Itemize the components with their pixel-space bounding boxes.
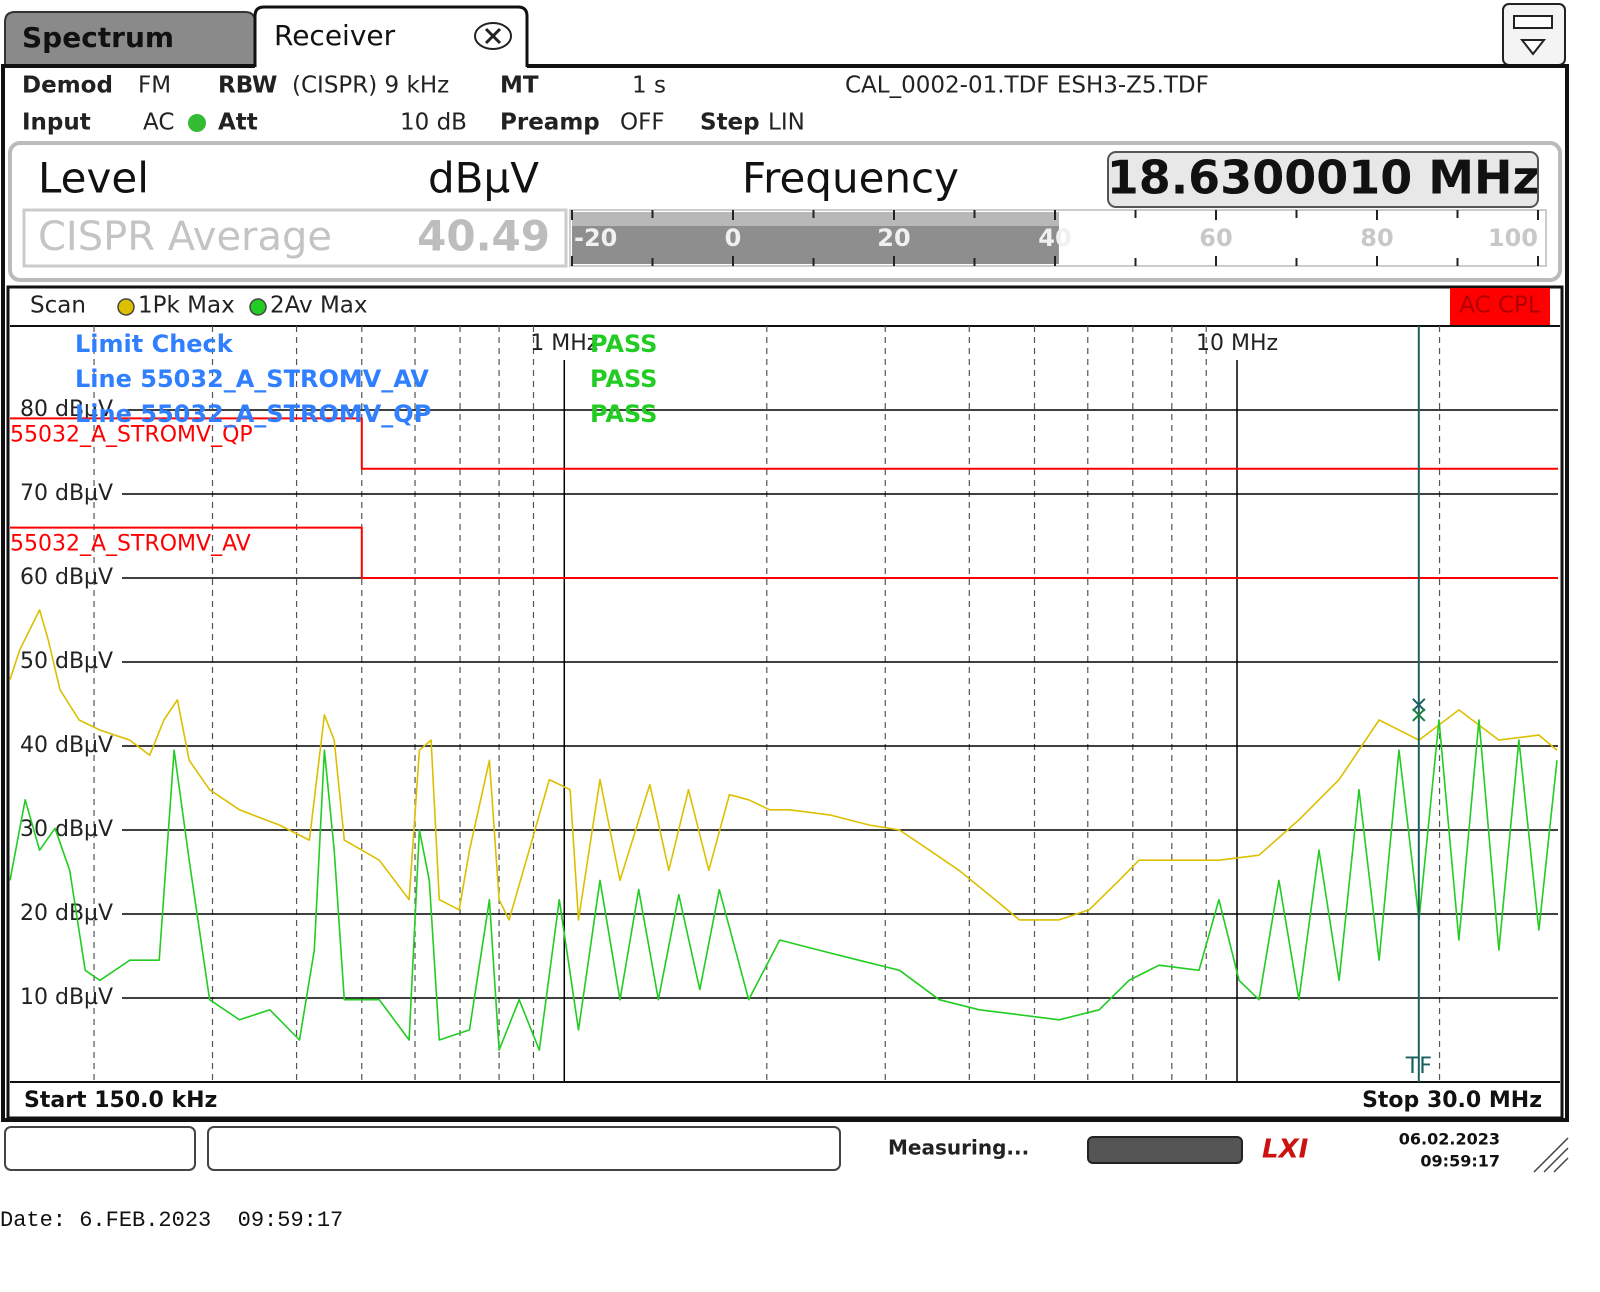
limit-line-label: 55032_A_STROMV_AV bbox=[10, 532, 251, 557]
meter-tick-label: 100 bbox=[1488, 224, 1538, 252]
setting-label: RBW bbox=[218, 73, 277, 99]
setting-value: 10 dB bbox=[400, 110, 467, 136]
limit-check-line: Line 55032_A_STROMV_QP bbox=[75, 400, 431, 428]
status-state: Measuring... bbox=[888, 1136, 1029, 1160]
stop-label: Stop 30.0 MHz bbox=[1362, 1088, 1542, 1113]
series-line bbox=[9, 609, 1558, 921]
legend-dot bbox=[249, 298, 267, 316]
detector-label: CISPR Average bbox=[38, 214, 332, 260]
meter-tick-label: -20 bbox=[574, 224, 617, 252]
meter-tick-label: 20 bbox=[877, 224, 910, 252]
y-tick-label: 50 dBµV bbox=[20, 649, 113, 674]
footer: Date: 6.FEB.2023 09:59:17 bbox=[0, 1208, 343, 1233]
y-tick-label: 70 dBµV bbox=[20, 481, 113, 506]
y-tick-label: 60 dBµV bbox=[20, 565, 113, 590]
resize-grip bbox=[1533, 1137, 1569, 1173]
setting-value: AC bbox=[143, 110, 174, 136]
close-x[interactable] bbox=[484, 27, 502, 45]
limit-check-result: PASS bbox=[590, 400, 657, 428]
setting-value: 1 s bbox=[632, 73, 666, 99]
setting-label: Demod bbox=[22, 73, 113, 99]
y-tick-label: 10 dBµV bbox=[20, 985, 113, 1010]
frequency-label: Frequency bbox=[742, 154, 959, 203]
setting-label: Att bbox=[218, 110, 258, 136]
frequency-box[interactable] bbox=[1107, 151, 1539, 208]
series-line bbox=[9, 719, 1558, 1051]
frequency-value[interactable]: 18.6300010 MHz bbox=[1107, 151, 1540, 205]
input-field[interactable] bbox=[207, 1126, 841, 1171]
softkey[interactable] bbox=[4, 1126, 196, 1171]
setting-value: OFF bbox=[620, 110, 665, 136]
setting-value: LIN bbox=[768, 110, 805, 136]
limit-check-line: Line 55032_A_STROMV_AV bbox=[75, 365, 429, 393]
limit-check-result: PASS bbox=[590, 330, 657, 358]
progress-bar bbox=[1087, 1136, 1243, 1164]
setting-value: FM bbox=[138, 73, 171, 99]
setting-label: Preamp bbox=[500, 110, 600, 136]
meter-tick-label: 40 bbox=[1038, 224, 1071, 252]
setting-value: CAL_0002-01.TDF ESH3-Z5.TDF bbox=[845, 73, 1209, 99]
marker-label: TF bbox=[1405, 1054, 1432, 1079]
level-label: Level bbox=[38, 154, 149, 203]
status-date: 06.02.2023 bbox=[1399, 1130, 1500, 1149]
meter-tick-label: 60 bbox=[1199, 224, 1232, 252]
y-tick-label: 20 dBµV bbox=[20, 901, 113, 926]
meter-shade bbox=[572, 212, 1059, 226]
limit-line-label: 55032_A_STROMV_QP bbox=[10, 422, 253, 447]
trace-label: Scan bbox=[30, 293, 86, 319]
marker-point bbox=[1412, 698, 1426, 712]
badge: AC CPL bbox=[1459, 293, 1541, 319]
tab-receiver-bg[interactable] bbox=[253, 5, 529, 67]
series-line bbox=[10, 417, 1558, 470]
frame bbox=[1, 64, 1569, 1122]
legend-label: 2Av Max bbox=[270, 293, 368, 319]
plot-frame bbox=[6, 285, 1564, 1120]
level-unit: dBµV bbox=[428, 154, 539, 203]
meter: -20 0 20 40 60 80 100 bbox=[571, 210, 1539, 266]
x-tick-label: 1 MHz bbox=[530, 331, 598, 356]
meter-tick-label: 0 bbox=[725, 224, 742, 252]
level-box bbox=[22, 208, 568, 268]
meter-tick-label: 80 bbox=[1360, 224, 1393, 252]
x-tick-label: 10 MHz bbox=[1196, 331, 1278, 356]
setting-label: Input bbox=[22, 110, 91, 136]
setting-label: Step bbox=[700, 110, 760, 136]
start-label: Start 150.0 kHz bbox=[24, 1088, 217, 1113]
y-tick-label: 40 dBµV bbox=[20, 733, 113, 758]
status-led bbox=[188, 114, 206, 132]
legend-label: 1Pk Max bbox=[138, 293, 235, 319]
setting-label: MT bbox=[500, 73, 539, 99]
setting-value: (CISPR) 9 kHz bbox=[292, 73, 449, 99]
close-button[interactable] bbox=[474, 22, 512, 50]
tab-receiver[interactable]: Receiver bbox=[274, 19, 396, 52]
series-line bbox=[10, 526, 1558, 579]
level-value: 40.49 bbox=[417, 212, 550, 261]
status-time: 09:59:17 bbox=[1420, 1152, 1500, 1171]
menu-button[interactable] bbox=[1502, 3, 1566, 66]
menu-frame[interactable] bbox=[1502, 3, 1566, 66]
tab-spectrum[interactable]: Spectrum bbox=[22, 21, 174, 54]
logo: LXI bbox=[1262, 1135, 1309, 1165]
legend-dot bbox=[117, 298, 135, 316]
marker-point bbox=[1412, 708, 1426, 722]
badge-bg bbox=[1450, 288, 1550, 325]
menu-arrow[interactable] bbox=[1519, 39, 1547, 56]
limit-check-result: PASS bbox=[590, 365, 657, 393]
menu-icon[interactable] bbox=[1513, 15, 1553, 29]
limit-check-title: Limit Check bbox=[75, 330, 234, 358]
